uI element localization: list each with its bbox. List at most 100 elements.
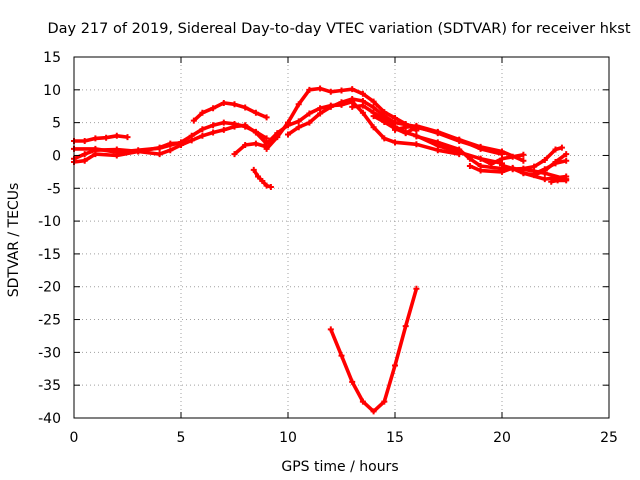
data-point	[263, 145, 270, 152]
data-point	[295, 124, 302, 131]
y-axis-label: SDTVAR / TECUs	[6, 183, 22, 298]
data-point	[477, 155, 484, 162]
data-point	[434, 128, 441, 135]
data-point	[563, 177, 570, 184]
data-point	[135, 147, 142, 154]
data-point	[259, 178, 266, 185]
data-point	[156, 151, 163, 158]
data-point	[103, 134, 110, 141]
x-axis-ticks: 0 5 10 15 20 25	[70, 57, 618, 446]
series-sat-a	[71, 132, 131, 145]
data-point	[81, 151, 88, 158]
data-point	[541, 166, 548, 173]
data-point	[381, 398, 388, 405]
data-point	[392, 362, 398, 369]
y-tick-label: -5	[47, 181, 61, 197]
data-point	[402, 130, 409, 137]
data-point	[92, 145, 99, 152]
data-point	[477, 143, 484, 150]
data-point	[242, 104, 249, 111]
series-line	[265, 99, 460, 156]
data-point	[531, 163, 538, 170]
x-axis-label: GPS time / hours	[281, 459, 398, 475]
data-point	[531, 170, 538, 177]
data-point	[263, 182, 270, 189]
data-point	[242, 141, 249, 148]
data-point	[499, 162, 505, 169]
data-point	[252, 140, 259, 147]
data-point	[263, 140, 270, 147]
data-point	[520, 151, 527, 158]
data-point	[295, 101, 302, 108]
data-point	[499, 148, 505, 155]
series-sat-p	[477, 151, 527, 167]
data-point	[306, 119, 313, 126]
data-point	[252, 109, 259, 116]
y-tick-label: -15	[38, 247, 61, 263]
series-sat-u	[327, 285, 420, 415]
x-tick-label: 20	[493, 430, 511, 446]
data-point	[220, 99, 227, 106]
data-point	[263, 135, 270, 142]
data-point	[349, 378, 356, 385]
data-point	[113, 132, 120, 139]
data-point	[392, 126, 398, 133]
data-point	[554, 177, 561, 184]
data-point	[499, 168, 505, 175]
y-tick-label: 5	[52, 116, 61, 132]
data-point	[552, 146, 559, 153]
data-point	[392, 139, 398, 146]
data-point	[563, 151, 570, 158]
x-tick-label: 0	[70, 430, 79, 446]
y-tick-label: 0	[52, 148, 61, 164]
data-point	[263, 114, 270, 121]
series-sat-g	[250, 166, 274, 190]
data-point	[370, 408, 377, 415]
data-point	[520, 157, 527, 164]
data-point	[220, 119, 227, 126]
data-point	[306, 86, 313, 93]
data-point	[381, 118, 388, 125]
data-point	[255, 173, 262, 180]
data-point	[563, 157, 570, 164]
data-point	[413, 141, 420, 148]
y-tick-label: 15	[43, 50, 61, 66]
data-point	[242, 123, 249, 130]
data-point	[231, 151, 238, 158]
data-point	[359, 102, 366, 109]
data-point	[199, 109, 206, 116]
data-point	[81, 138, 88, 145]
x-tick-label: 5	[177, 430, 186, 446]
y-tick-label: -20	[38, 280, 61, 296]
data-point	[402, 124, 409, 131]
data-point	[359, 398, 366, 405]
data-point	[381, 135, 388, 142]
data-point	[338, 352, 345, 359]
y-axis-ticks: 15 10 5 0 -5 -10 -15 -20 -25 -30 -35 -40	[38, 50, 609, 427]
data-point	[210, 129, 217, 136]
plot-area	[71, 85, 570, 415]
series-line	[233, 141, 268, 156]
data-point	[402, 323, 409, 330]
data-point	[156, 145, 163, 152]
data-point	[338, 87, 345, 94]
plot-frame	[73, 56, 610, 419]
data-point	[413, 122, 420, 129]
data-point	[210, 105, 217, 112]
data-point	[252, 128, 259, 135]
series-sat-d	[71, 119, 270, 156]
data-point	[92, 135, 99, 142]
data-point	[520, 165, 527, 172]
series-sat-s	[531, 157, 570, 177]
data-point	[274, 130, 281, 137]
data-point	[370, 113, 377, 120]
grid-lines	[74, 57, 609, 418]
data-point	[370, 124, 377, 131]
series-sat-k	[349, 102, 505, 167]
data-point	[199, 126, 206, 133]
series-line	[351, 103, 503, 166]
data-point	[541, 157, 548, 164]
data-point	[349, 96, 356, 103]
data-point	[124, 134, 131, 141]
